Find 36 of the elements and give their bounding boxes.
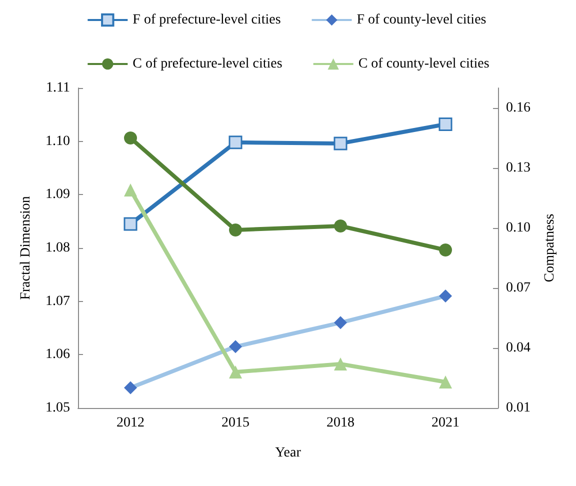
- y-tick-label: 1.05: [46, 400, 70, 416]
- x-tick-label: 2015: [222, 416, 250, 430]
- point: [334, 220, 347, 232]
- y2-tick-label: 0.16: [506, 100, 530, 116]
- y-tick-label: 1.06: [46, 347, 70, 362]
- y2-axis-title: Compatness: [542, 214, 558, 282]
- y-axis-title: Fractal Dimension: [18, 196, 34, 300]
- point: [439, 376, 452, 388]
- x-axis-title: Year: [275, 446, 302, 460]
- point: [228, 136, 242, 150]
- point: [124, 132, 137, 144]
- point: [438, 118, 452, 132]
- y-tick-label: 1.07: [46, 294, 70, 309]
- point: [124, 184, 137, 196]
- y2-tick-label: 0.10: [506, 220, 530, 236]
- y2-tick-label: 0.04: [506, 340, 530, 356]
- x-tick-label: 2021: [432, 416, 460, 430]
- y-tick-label: 1.08: [46, 240, 70, 256]
- point: [439, 244, 452, 256]
- point: [229, 224, 242, 236]
- x-tick-label: 2018: [326, 416, 354, 430]
- point: [334, 136, 348, 150]
- point: [124, 217, 138, 231]
- y-tick-label: 1.11: [46, 80, 70, 96]
- x-tick-label: 2012: [116, 416, 144, 430]
- y-tick-label: 1.09: [46, 187, 70, 202]
- y2-tick-label: 0.07: [506, 280, 530, 296]
- legend-label: C of prefecture-level cities: [132, 56, 282, 72]
- point: [334, 358, 347, 370]
- point: [229, 366, 242, 378]
- legend-label: F of county-level cities: [356, 12, 486, 28]
- y-tick-label: 1.10: [46, 134, 70, 149]
- y2-tick-label: 0.01: [506, 400, 530, 416]
- legend-label: F of prefecture-level cities: [132, 12, 281, 28]
- y2-tick-label: 0.13: [506, 160, 530, 176]
- legend-label: C of county-level cities: [358, 56, 490, 72]
